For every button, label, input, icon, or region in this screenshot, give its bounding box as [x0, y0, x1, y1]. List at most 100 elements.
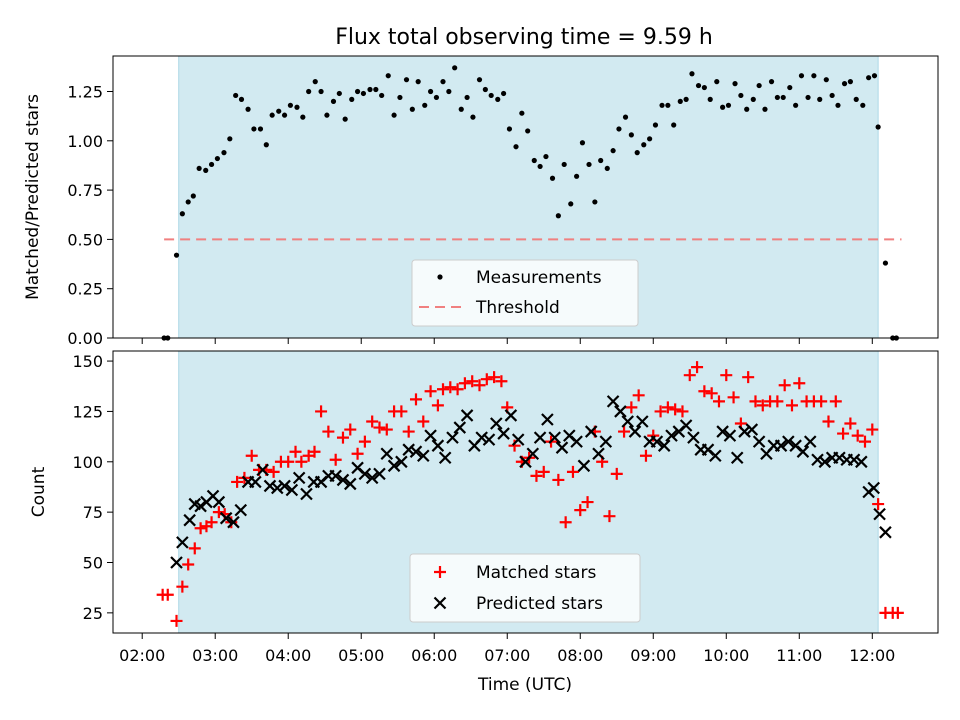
- predicted-star-point: [270, 481, 284, 495]
- matched-star-point: [654, 405, 667, 418]
- predicted-star-point: [482, 433, 496, 446]
- y-tick-label: 125: [72, 402, 103, 421]
- predicted-star-point: [584, 425, 598, 438]
- measurement-point: [774, 94, 780, 101]
- predicted-star-point: [811, 453, 824, 467]
- predicted-star-point: [818, 455, 832, 469]
- measurement-point: [349, 96, 355, 102]
- matched-star-point: [683, 369, 696, 382]
- measurement-point: [817, 96, 823, 102]
- matched-star-point: [373, 421, 386, 434]
- matched-star-point: [289, 445, 302, 458]
- matched-star-point: [417, 415, 430, 428]
- predicted-star-point: [606, 395, 620, 408]
- measurement-point: [196, 165, 202, 172]
- measurement-point: [513, 144, 519, 150]
- predicted-star-point: [730, 451, 744, 465]
- y-tick-label: 0.00: [67, 329, 103, 348]
- predicted-star-point: [745, 423, 759, 436]
- matched-star-point: [537, 465, 550, 478]
- matched-star-point: [639, 449, 652, 462]
- measurement-point: [875, 124, 881, 130]
- measurement-point: [397, 94, 403, 101]
- measurement-point: [841, 81, 848, 87]
- predicted-star-point: [621, 415, 634, 428]
- y-tick-label: 1.00: [67, 132, 103, 151]
- predicted-star-point: [417, 449, 430, 463]
- predicted-star-point: [183, 513, 196, 527]
- predicted-star-point: [431, 439, 445, 452]
- matched-star-point: [829, 395, 842, 408]
- measurement-point: [495, 96, 501, 102]
- predicted-star-point: [475, 431, 488, 444]
- matched-star-point: [581, 496, 594, 509]
- measurement-point: [798, 73, 805, 79]
- figure-title: Flux total observing time = 9.59 h: [335, 25, 713, 50]
- matched-star-point: [720, 369, 733, 382]
- predicted-star-point: [234, 503, 248, 517]
- bottom-panel: 25 50 75 100 125 150 02:00 03:00 04:00 05:00 06:0…: [29, 350, 939, 695]
- x-tick-label: 08:00: [557, 646, 603, 665]
- predicted-star-point: [497, 427, 510, 440]
- legend-matched-label: Matched stars: [476, 563, 596, 583]
- predicted-star-point: [541, 413, 554, 426]
- measurement-point: [604, 165, 610, 172]
- matched-star-point: [480, 373, 493, 386]
- matched-star-point: [182, 558, 195, 571]
- measurement-point: [555, 213, 561, 219]
- measurement-point: [287, 102, 294, 108]
- measurement-point: [756, 82, 762, 89]
- predicted-star-point: [438, 451, 452, 465]
- predicted-star-point: [873, 507, 886, 521]
- measurement-point: [750, 96, 756, 102]
- matched-star-point: [267, 465, 280, 478]
- predicted-star-point: [300, 487, 313, 501]
- matched-star-point: [566, 465, 579, 478]
- measurement-point: [787, 84, 793, 91]
- measurement-point: [665, 102, 671, 108]
- measurement-point: [689, 71, 695, 77]
- predicted-star-point: [636, 415, 649, 428]
- measurement-point: [732, 81, 738, 87]
- predicted-star-point: [285, 483, 299, 497]
- measurement-point: [647, 136, 653, 142]
- legend-measurements-label: Measurements: [476, 268, 602, 288]
- predicted-star-point: [650, 435, 664, 448]
- matched-star-point: [458, 377, 471, 390]
- x-tick-label: 11:00: [776, 646, 822, 665]
- matched-star-point: [844, 417, 857, 430]
- matched-star-point: [212, 506, 225, 519]
- matched-star-point: [749, 395, 762, 408]
- measurement-point: [360, 90, 367, 97]
- x-tick-label: 03:00: [192, 646, 238, 665]
- top-legend: Measurements Threshold: [411, 259, 639, 327]
- measurement-point: [306, 88, 312, 95]
- predicted-star-point: [526, 447, 540, 461]
- y-tick-label: 0.75: [67, 181, 103, 200]
- matched-star-point: [444, 381, 457, 394]
- matched-star-point: [170, 614, 183, 627]
- measurement-point: [866, 75, 872, 81]
- measurement-point: [805, 94, 811, 101]
- measurement-point: [500, 90, 507, 97]
- predicted-star-point: [879, 526, 892, 539]
- measurement-point: [373, 86, 379, 93]
- measurement-point: [245, 106, 251, 112]
- measurement-point: [714, 79, 720, 85]
- measurement-point: [744, 106, 750, 112]
- measurement-point: [871, 73, 878, 79]
- measurement-point: [634, 150, 640, 156]
- matched-star-point: [336, 431, 349, 444]
- predicted-star-point: [424, 429, 437, 442]
- measurement-point: [652, 122, 659, 128]
- predicted-star-point: [249, 475, 262, 489]
- x-tick-label: 05:00: [338, 646, 384, 665]
- matched-star-point: [793, 377, 806, 390]
- predicted-star-point: [170, 556, 183, 569]
- matched-star-point: [402, 425, 415, 438]
- x-tick-label: 06:00: [411, 646, 457, 665]
- measurement-point: [671, 122, 677, 128]
- matched-star-point: [676, 405, 689, 418]
- matched-star-point: [669, 403, 682, 416]
- measurement-point: [592, 199, 598, 205]
